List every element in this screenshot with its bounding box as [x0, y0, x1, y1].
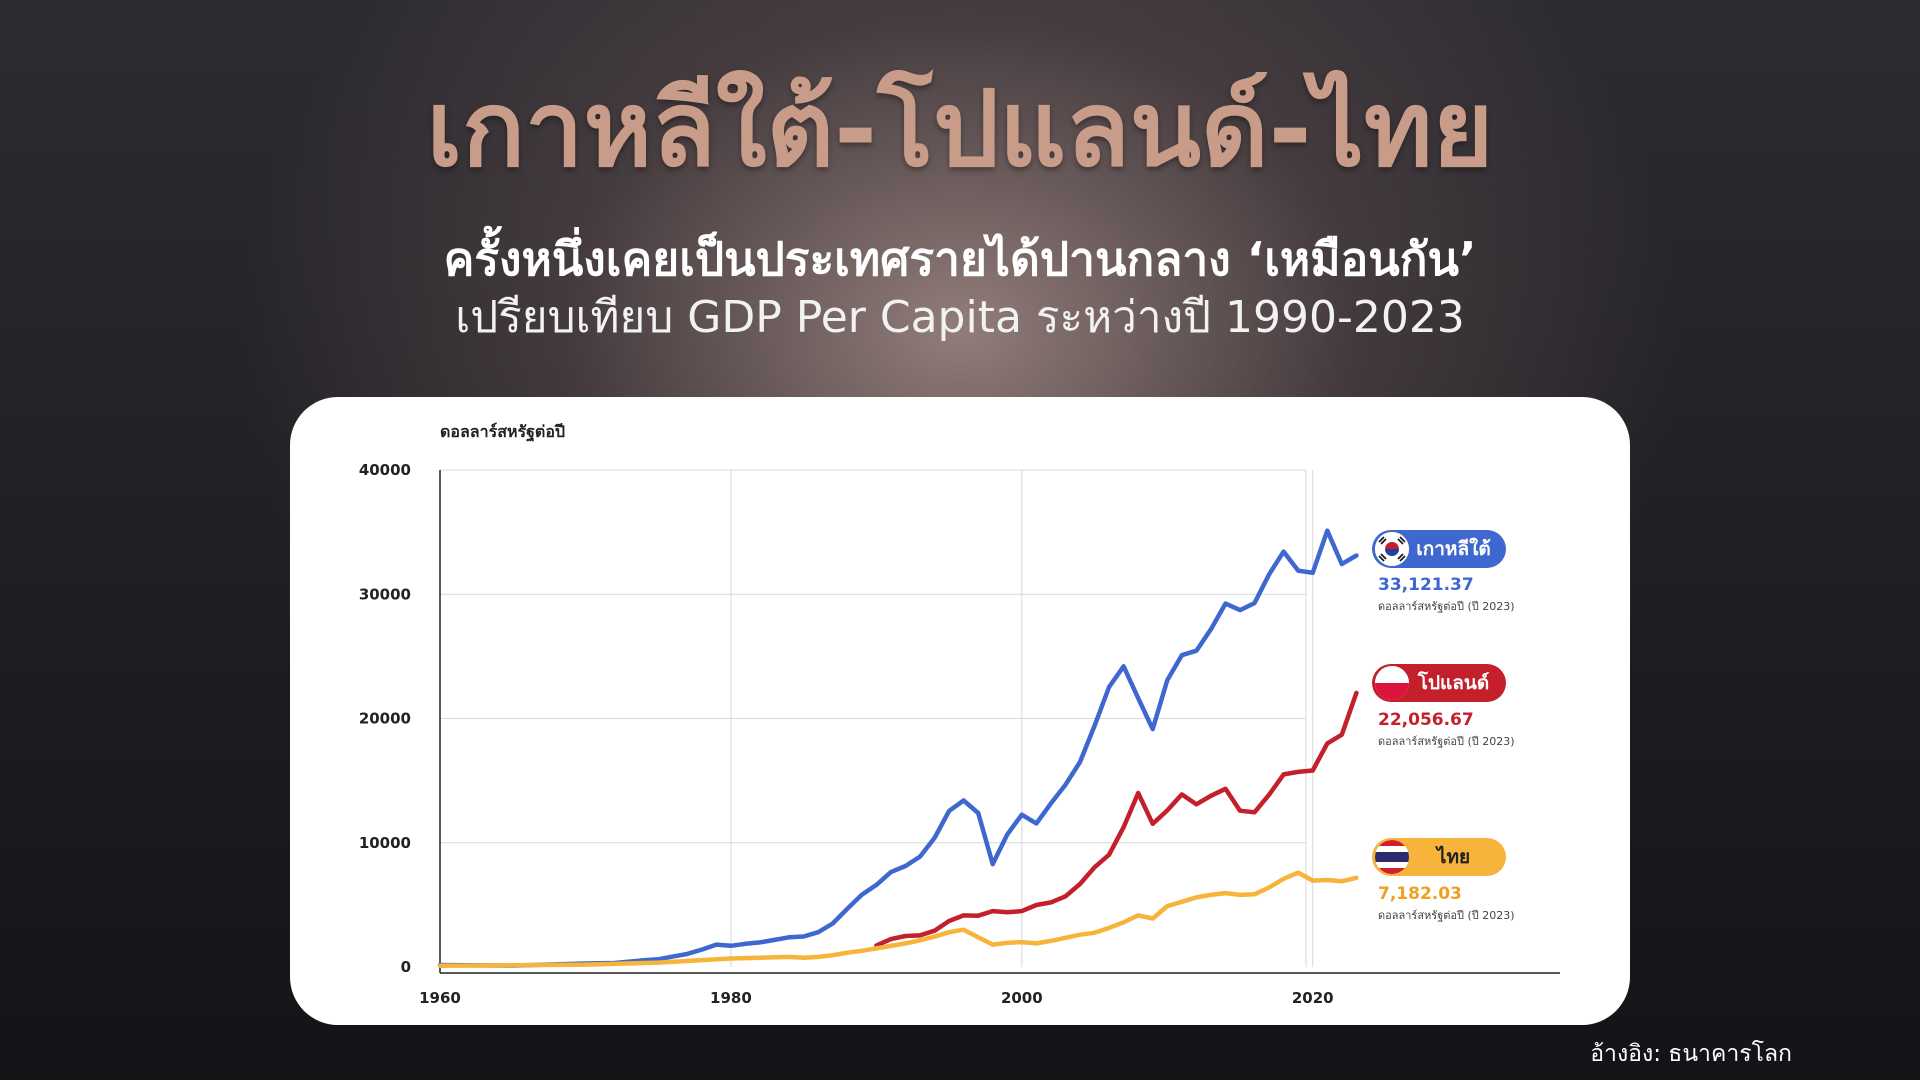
legend-label-korea: เกาหลีใต้	[1416, 538, 1491, 560]
chart-card: 0 10000 20000 30000 40000 1960 1980 2000 2020 ดอล…	[290, 397, 1630, 1025]
x-tick-label: 2000	[1001, 989, 1043, 1007]
legend-unit-poland: ดอลลาร์สหรัฐต่อปี (ปี 2023)	[1378, 735, 1515, 748]
legend-label-thailand: ไทย	[1436, 846, 1471, 868]
subtitle-comparison: เปรียบเทียบ GDP Per Capita ระหว่างปี 199…	[455, 292, 1465, 343]
legend-unit-thailand: ดอลลาร์สหรัฐต่อปี (ปี 2023)	[1378, 909, 1515, 922]
series-line-1	[874, 690, 1359, 948]
legend-badge-poland: โปแลนด์	[1372, 664, 1506, 702]
y-tick-label: 30000	[359, 585, 411, 603]
legend-value-korea: 33,121.37	[1378, 575, 1474, 595]
source-note: อ้างอิง: ธนาคารโลก	[1590, 1041, 1792, 1067]
legend-value-thailand: 7,182.03	[1378, 884, 1462, 904]
poland-flag-icon	[1375, 666, 1409, 700]
south-korea-flag-icon	[1375, 532, 1409, 566]
legend-badge-korea: เกาหลีใต้	[1372, 530, 1506, 568]
thailand-flag-icon	[1375, 840, 1409, 874]
x-tick-label: 1980	[710, 989, 752, 1007]
x-tick-label: 1960	[419, 989, 461, 1007]
series-line-2	[437, 870, 1359, 968]
legend-value-poland: 22,056.67	[1378, 710, 1474, 730]
legend-label-poland: โปแลนด์	[1417, 672, 1490, 694]
legend-badge-thailand: ไทย	[1372, 838, 1506, 876]
subtitle: ครั้งหนึ่งเคยเป็นประเทศรายได้ปานกลาง ‘เห…	[443, 232, 1477, 286]
y-axis-label: ดอลลาร์สหรัฐต่อปี	[440, 422, 565, 442]
legend-unit-korea: ดอลลาร์สหรัฐต่อปี (ปี 2023)	[1378, 600, 1515, 613]
y-tick-label: 20000	[359, 710, 411, 728]
y-tick-label: 0	[401, 958, 411, 976]
page-title: เกาหลีใต้-โปแลนด์-ไทย	[426, 68, 1494, 190]
x-tick-label: 2020	[1292, 989, 1334, 1007]
line-chart: 0 10000 20000 30000 40000 1960 1980 2000 2020 ดอล…	[359, 422, 1560, 1007]
y-tick-label: 10000	[359, 834, 411, 852]
series-line-0	[437, 528, 1359, 968]
y-tick-label: 40000	[359, 461, 411, 479]
